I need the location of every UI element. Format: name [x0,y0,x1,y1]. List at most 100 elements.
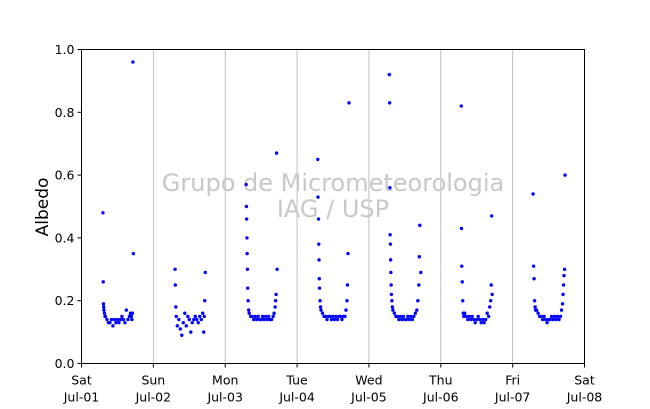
data-point [111,324,115,328]
data-point [560,302,565,306]
data-point [173,283,178,287]
data-point [562,267,567,271]
x-tick-day: Mon [212,373,238,388]
data-point [476,314,480,319]
data-point [275,267,279,271]
y-tick-label: 0.8 [55,105,75,120]
data-point [126,317,130,322]
x-tick-day: Wed [355,373,382,388]
x-axis: Sat Jul-01 Sun Jul-02 Mon Jul-03 Tue Jul-04 Wed J… [63,363,603,405]
data-point [203,270,207,275]
x-tick-date: Jul-08 [566,390,603,405]
data-point [398,314,403,319]
data-point [554,317,558,322]
data-point [462,314,466,319]
data-point [260,314,265,319]
data-point [101,280,105,284]
data-point [202,314,206,319]
data-point [459,104,463,108]
data-point [256,314,260,319]
data-point [417,283,421,287]
x-tick-day: Fri [505,373,520,388]
data-point [108,320,112,325]
data-point [416,299,420,303]
data-point [244,182,248,187]
data-point [201,311,205,315]
data-point [186,314,190,319]
data-point [467,314,471,319]
data-point [531,192,535,196]
data-point [246,299,250,303]
data-point [388,233,392,237]
data-point [102,308,106,312]
data-point [273,305,277,309]
data-point [542,314,546,319]
data-point [244,217,249,221]
data-point [344,308,348,312]
data-point [129,314,134,319]
data-point [325,317,329,322]
data-point [340,317,344,322]
data-point [391,308,395,312]
data-point [338,314,343,319]
data-point [389,292,394,297]
data-point [481,317,485,322]
data-point [184,324,188,328]
data-point [265,317,269,322]
data-point [124,308,129,312]
data-point [317,258,321,262]
data-point [548,317,552,322]
x-tick-date: Jul-07 [494,390,531,405]
data-point [415,308,419,312]
data-point [478,317,482,322]
x-tick-day: Sun [141,373,165,388]
data-point [345,299,349,303]
data-point [466,317,470,322]
data-point [187,317,191,322]
data-point [247,311,251,315]
data-point [245,236,249,240]
data-point [245,286,250,290]
data-point [271,314,275,319]
data-point [253,314,257,319]
x-tick-date: Jul-02 [135,390,172,405]
data-point [469,317,473,322]
data-point [343,314,347,319]
data-point [485,311,489,315]
data-point [196,320,200,325]
data-point [121,317,126,322]
data-point [334,314,338,319]
data-point [109,317,114,322]
data-point [266,314,271,319]
data-point [539,314,543,319]
data-point [464,314,468,319]
data-point [245,267,250,271]
data-point [131,60,135,64]
x-tick-day: Sat [574,373,595,388]
x-tick-date: Jul-06 [422,390,459,405]
data-point [559,308,564,312]
watermark-line-2: IAG / USP [277,195,389,223]
data-point [316,217,321,221]
data-point [536,311,540,315]
data-point [533,305,537,309]
data-point [120,314,124,319]
data-point [401,314,406,319]
data-point [407,317,412,322]
data-point [262,317,266,322]
data-point [102,311,107,315]
data-point [409,314,413,319]
data-point [316,157,320,162]
x-tick-day: Thu [428,373,452,388]
data-point [417,255,422,259]
data-point [347,101,351,105]
data-point [329,317,334,322]
data-point [203,299,207,303]
data-point [532,299,537,303]
data-point [389,270,393,275]
data-point [112,317,117,322]
data-point [323,314,328,319]
data-point [192,317,196,322]
y-axis: 0.0 0.2 0.4 0.6 0.8 1.0 [55,42,82,371]
data-point [319,308,323,312]
